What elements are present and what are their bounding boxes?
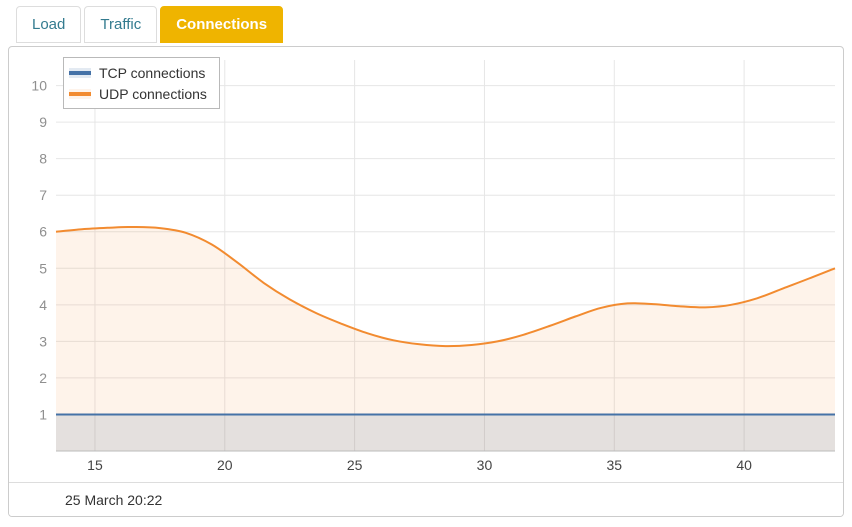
svg-text:2: 2 [39,370,47,386]
svg-text:3: 3 [39,333,47,349]
legend-item-tcp: TCP connections [69,62,207,83]
tab-bar: Load Traffic Connections [0,0,852,43]
tab-load[interactable]: Load [16,6,82,43]
svg-text:5: 5 [39,260,47,276]
svg-text:9: 9 [39,114,47,130]
svg-text:40: 40 [736,457,752,473]
legend-label-tcp: TCP connections [99,64,206,81]
svg-text:4: 4 [39,297,47,313]
svg-text:10: 10 [31,78,47,94]
svg-text:20: 20 [217,457,233,473]
svg-text:1: 1 [39,406,47,422]
chart-panel: 1 2 3 4 5 6 7 8 9 10 15 20 25 30 35 40 TCP connections … [8,46,844,517]
svg-text:15: 15 [87,457,103,473]
svg-text:35: 35 [606,457,622,473]
chart-legend: TCP connections UDP connections [63,57,220,109]
legend-label-udp: UDP connections [99,85,207,102]
svg-text:8: 8 [39,151,47,167]
svg-text:6: 6 [39,224,47,240]
chart-footer: 25 March 20:22 [9,482,843,516]
svg-text:30: 30 [477,457,493,473]
legend-item-udp: UDP connections [69,83,207,104]
connections-chart: 1 2 3 4 5 6 7 8 9 10 15 20 25 30 35 40 [31,60,836,473]
tab-traffic[interactable]: Traffic [84,6,158,43]
chart-timestamp: 25 March 20:22 [65,491,163,508]
svg-text:7: 7 [39,187,47,203]
svg-text:25: 25 [347,457,363,473]
tab-connections[interactable]: Connections [160,6,284,43]
udp-series-swatch [69,88,91,99]
tcp-series-swatch [69,67,91,78]
